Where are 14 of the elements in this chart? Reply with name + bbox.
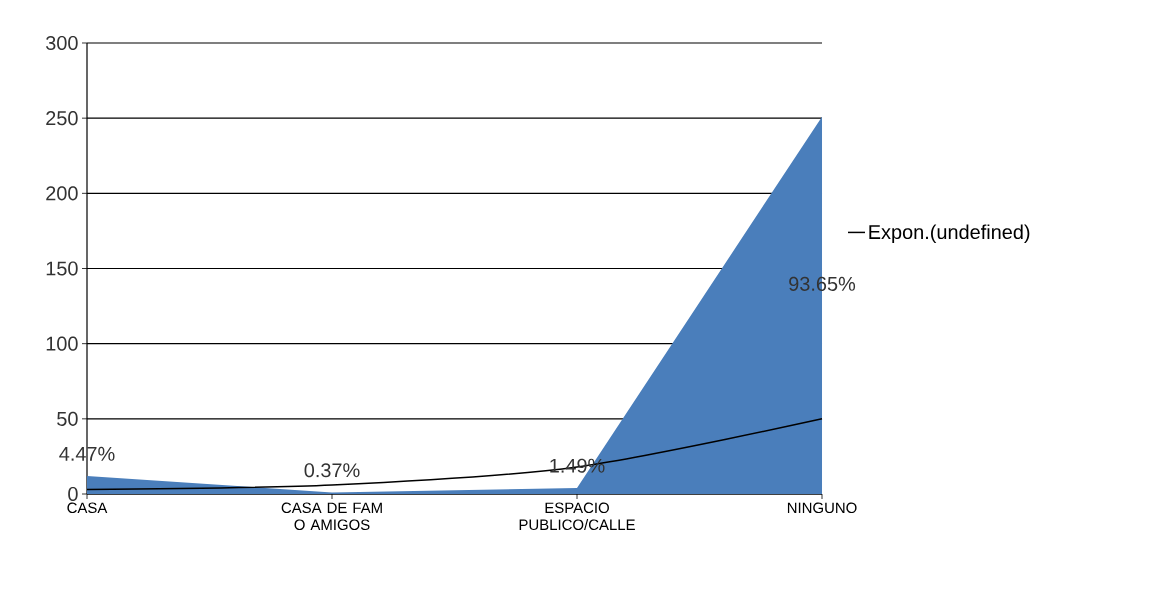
x-tick-label: CASA DE FAM O AMIGOS — [281, 502, 382, 531]
x-tick-label: ESPACIO PUBLICO/CALLE — [519, 502, 635, 531]
legend-label: Expon.(undefined) — [869, 224, 1030, 244]
x-tick-label: CASA — [67, 502, 108, 514]
y-tick-label: 200 — [46, 186, 78, 201]
y-tick-label: 100 — [46, 336, 78, 351]
y-tick-label: 150 — [46, 261, 78, 276]
annotation: 0.37% — [304, 463, 360, 478]
y-tick-label: 0 — [68, 486, 78, 502]
annotation: 93.65% — [789, 276, 856, 291]
y-tick-label: 50 — [57, 411, 78, 426]
y-tick-label: 300 — [46, 35, 78, 51]
x-tick-label: NINGUNO — [787, 502, 857, 514]
y-tick-label: 250 — [46, 111, 78, 126]
